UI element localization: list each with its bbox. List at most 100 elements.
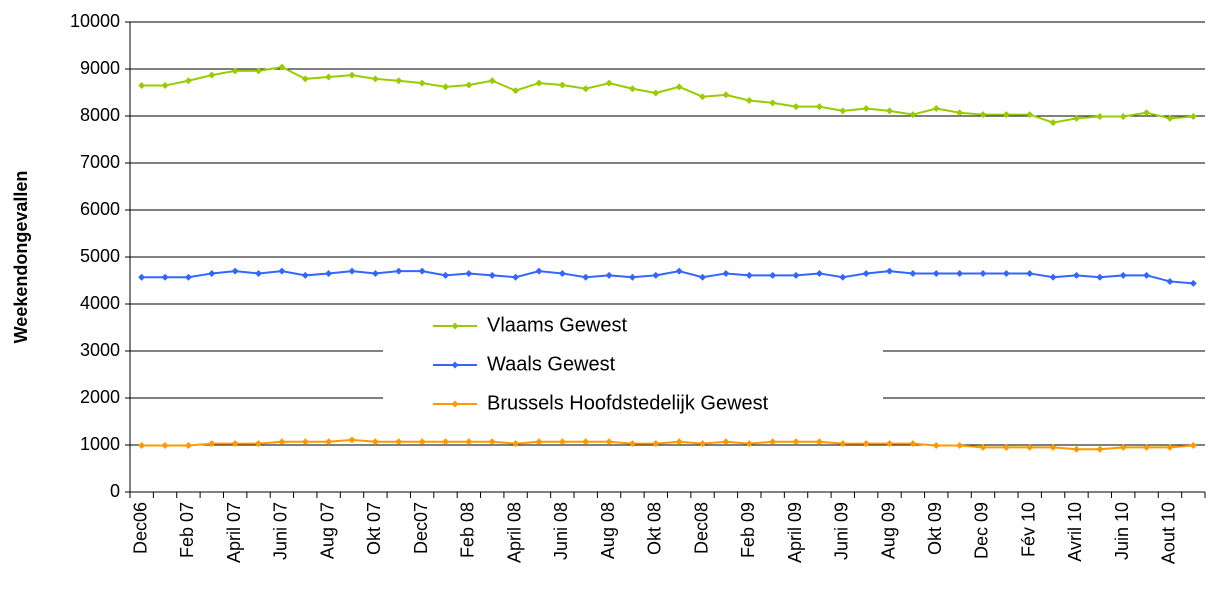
legend-box (383, 310, 883, 414)
data-point (535, 438, 543, 446)
data-point (488, 77, 496, 85)
data-point (745, 96, 753, 104)
data-point (979, 111, 987, 119)
x-tick-label: Fév 10 (1018, 502, 1038, 557)
data-point (1143, 109, 1151, 117)
data-point (231, 267, 239, 275)
data-point (792, 438, 800, 446)
data-point (1096, 112, 1104, 120)
data-point (558, 438, 566, 446)
data-point (301, 75, 309, 83)
data-point (932, 269, 940, 277)
data-point (1049, 273, 1057, 281)
data-point (371, 269, 379, 277)
data-point (582, 438, 590, 446)
data-point (395, 438, 403, 446)
data-point (465, 438, 473, 446)
data-point (441, 438, 449, 446)
y-tick-label: 7000 (80, 152, 120, 172)
x-tick-label: Juin 10 (1112, 502, 1132, 560)
data-point (255, 269, 263, 277)
data-point (1002, 443, 1010, 451)
data-point (1119, 112, 1127, 120)
data-point (1002, 269, 1010, 277)
data-point (465, 81, 473, 89)
data-point (231, 67, 239, 75)
data-point (208, 269, 216, 277)
data-point (371, 438, 379, 446)
x-tick-label: Juni 08 (551, 502, 571, 560)
data-point (1026, 443, 1034, 451)
data-point (722, 269, 730, 277)
data-point (1119, 271, 1127, 279)
data-point (278, 267, 286, 275)
data-point (1002, 111, 1010, 119)
data-point (675, 267, 683, 275)
data-point (862, 269, 870, 277)
y-tick-label: 8000 (80, 105, 120, 125)
data-point (675, 438, 683, 446)
data-point (769, 438, 777, 446)
y-tick-label: 9000 (80, 58, 120, 78)
data-point (582, 85, 590, 93)
data-point (628, 273, 636, 281)
data-point (1026, 269, 1034, 277)
data-point (886, 440, 894, 448)
data-point (1096, 445, 1104, 453)
x-tick-label: Dec08 (691, 502, 711, 554)
x-tick-label: Feb 07 (177, 502, 197, 558)
data-point (208, 71, 216, 79)
data-point (558, 269, 566, 277)
data-point (1143, 443, 1151, 451)
data-point (1072, 445, 1080, 453)
data-point (138, 273, 146, 281)
data-point (348, 267, 356, 275)
x-tick-label: Okt 07 (364, 502, 384, 555)
data-point (1072, 114, 1080, 122)
legend-marker (451, 322, 459, 330)
data-point (956, 109, 964, 117)
data-point (1189, 279, 1197, 287)
data-point (745, 440, 753, 448)
x-tick-label: Feb 08 (458, 502, 478, 558)
data-point (184, 77, 192, 85)
data-point (699, 440, 707, 448)
data-point (675, 83, 683, 91)
data-point (582, 273, 590, 281)
legend: Vlaams Gewest Waals Gewest Brussels Hoofds… (383, 310, 883, 414)
data-point (488, 438, 496, 446)
data-point (371, 75, 379, 83)
x-tick-label: Okt 08 (645, 502, 665, 555)
legend-label: Brussels Hoofdstedelijk Gewest (487, 392, 769, 414)
data-point (418, 267, 426, 275)
series-line (141, 270, 1194, 285)
data-point (628, 440, 636, 448)
x-tick-label: Aout 10 (1159, 502, 1179, 564)
data-point (348, 71, 356, 79)
x-tick-label: Okt 09 (925, 502, 945, 555)
data-point (1096, 273, 1104, 281)
data-point (956, 441, 964, 449)
data-point (418, 438, 426, 446)
x-tick-label: Feb 09 (738, 502, 758, 558)
data-point (278, 63, 286, 71)
x-tick-label: April 08 (504, 502, 524, 563)
data-point (1189, 112, 1197, 120)
data-point (792, 271, 800, 279)
data-point (1166, 443, 1174, 451)
data-point (979, 269, 987, 277)
data-point (932, 104, 940, 112)
y-tick-label: 4000 (80, 293, 120, 313)
data-point (932, 441, 940, 449)
data-point (1189, 441, 1197, 449)
data-point (488, 271, 496, 279)
data-point (652, 271, 660, 279)
data-point (605, 438, 613, 446)
series-line (141, 66, 1194, 124)
x-tick-label: Aug 08 (598, 502, 618, 559)
data-point (1049, 443, 1057, 451)
data-point (909, 269, 917, 277)
data-point (138, 441, 146, 449)
data-point (301, 438, 309, 446)
